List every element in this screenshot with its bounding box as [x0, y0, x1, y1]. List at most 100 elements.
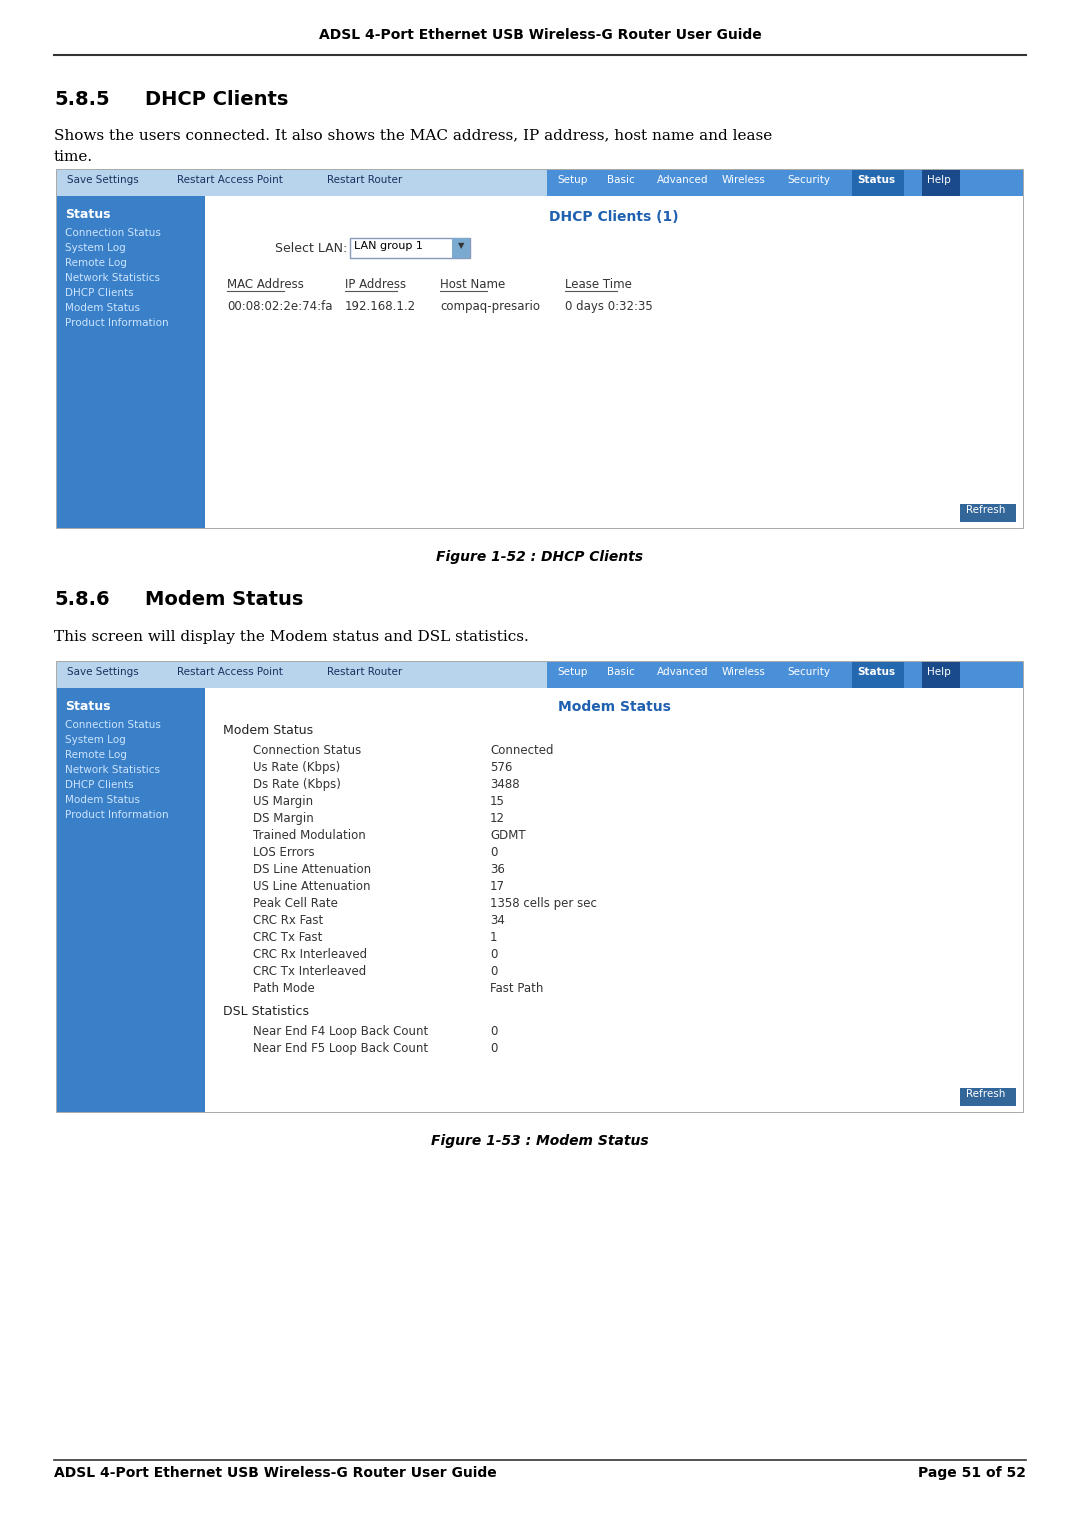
Text: LAN group 1: LAN group 1: [354, 241, 423, 251]
Text: 36: 36: [490, 863, 504, 876]
Text: Peak Cell Rate: Peak Cell Rate: [253, 897, 338, 911]
Bar: [57, 662, 546, 688]
Text: Security: Security: [787, 176, 831, 185]
Text: DSL Statistics: DSL Statistics: [222, 1005, 309, 1018]
Text: 3488: 3488: [490, 778, 519, 792]
Text: DS Margin: DS Margin: [253, 811, 314, 825]
Text: 0: 0: [490, 1025, 498, 1038]
Text: Page 51 of 52: Page 51 of 52: [918, 1465, 1026, 1481]
Bar: [922, 170, 960, 196]
Text: Restart Router: Restart Router: [327, 176, 402, 185]
Bar: [205, 196, 1023, 529]
Bar: [205, 688, 1023, 1112]
Bar: [922, 662, 960, 688]
Bar: [852, 170, 904, 196]
Text: 1: 1: [490, 931, 498, 944]
Text: Basic: Basic: [607, 176, 635, 185]
Text: Near End F5 Loop Back Count: Near End F5 Loop Back Count: [253, 1042, 428, 1054]
Text: Connection Status: Connection Status: [65, 720, 161, 730]
Text: Setup: Setup: [557, 176, 588, 185]
Text: Wireless: Wireless: [723, 176, 766, 185]
Text: CRC Tx Interleaved: CRC Tx Interleaved: [253, 966, 366, 978]
Text: Basic: Basic: [607, 668, 635, 677]
Text: LOS Errors: LOS Errors: [253, 847, 314, 859]
Text: Select LAN:: Select LAN:: [275, 241, 348, 255]
Text: Advanced: Advanced: [657, 668, 708, 677]
Text: CRC Rx Interleaved: CRC Rx Interleaved: [253, 947, 367, 961]
Text: 192.168.1.2: 192.168.1.2: [345, 299, 416, 313]
Text: Wireless: Wireless: [723, 668, 766, 677]
Text: Security: Security: [787, 668, 831, 677]
Text: 17: 17: [490, 880, 505, 892]
Text: MAC Address: MAC Address: [227, 278, 303, 290]
Text: DHCP Clients: DHCP Clients: [65, 779, 134, 790]
Text: Fast Path: Fast Path: [490, 983, 543, 995]
Bar: [852, 662, 904, 688]
Text: ▼: ▼: [458, 241, 464, 251]
Text: Network Statistics: Network Statistics: [65, 766, 160, 775]
Text: System Log: System Log: [65, 243, 125, 254]
Text: This screen will display the Modem status and DSL statistics.: This screen will display the Modem statu…: [54, 630, 529, 643]
Text: Lease Time: Lease Time: [565, 278, 632, 290]
Text: DHCP Clients: DHCP Clients: [65, 287, 134, 298]
Text: Us Rate (Kbps): Us Rate (Kbps): [253, 761, 340, 775]
Text: 12: 12: [490, 811, 505, 825]
Text: 0 days 0:32:35: 0 days 0:32:35: [565, 299, 652, 313]
Text: Path Mode: Path Mode: [253, 983, 314, 995]
Text: Modem Status: Modem Status: [65, 795, 140, 805]
Text: Trained Modulation: Trained Modulation: [253, 830, 366, 842]
Bar: [57, 170, 546, 196]
Text: Connection Status: Connection Status: [65, 228, 161, 238]
Bar: [546, 170, 1023, 196]
Text: 0: 0: [490, 966, 498, 978]
Text: Shows the users connected. It also shows the MAC address, IP address, host name : Shows the users connected. It also shows…: [54, 128, 772, 142]
Text: 576: 576: [490, 761, 512, 775]
Text: Restart Router: Restart Router: [327, 668, 402, 677]
Bar: [57, 688, 205, 1112]
Text: Host Name: Host Name: [440, 278, 505, 290]
Text: Modem Status: Modem Status: [145, 590, 303, 610]
Bar: [57, 196, 205, 529]
Text: Status: Status: [65, 700, 110, 714]
Text: 00:08:02:2e:74:fa: 00:08:02:2e:74:fa: [227, 299, 333, 313]
Text: Connected: Connected: [490, 744, 554, 756]
Text: Status: Status: [858, 176, 895, 185]
Bar: [960, 1088, 1016, 1106]
Text: Network Statistics: Network Statistics: [65, 274, 160, 283]
Text: US Line Attenuation: US Line Attenuation: [253, 880, 370, 892]
Text: 34: 34: [490, 914, 504, 927]
Text: 1358 cells per sec: 1358 cells per sec: [490, 897, 597, 911]
Text: Connection Status: Connection Status: [253, 744, 361, 756]
Text: IP Address: IP Address: [345, 278, 406, 290]
Text: ADSL 4-Port Ethernet USB Wireless-G Router User Guide: ADSL 4-Port Ethernet USB Wireless-G Rout…: [319, 28, 761, 41]
Bar: [57, 170, 1023, 529]
Text: 5.8.5: 5.8.5: [54, 90, 110, 108]
Text: Refresh: Refresh: [966, 504, 1005, 515]
Text: DHCP Clients: DHCP Clients: [145, 90, 288, 108]
Text: Save Settings: Save Settings: [67, 668, 138, 677]
Text: Refresh: Refresh: [966, 1089, 1005, 1099]
Text: DS Line Attenuation: DS Line Attenuation: [253, 863, 372, 876]
Text: Restart Access Point: Restart Access Point: [177, 668, 283, 677]
Text: Figure 1-53 : Modem Status: Figure 1-53 : Modem Status: [431, 1134, 649, 1148]
Text: CRC Tx Fast: CRC Tx Fast: [253, 931, 322, 944]
Text: Ds Rate (Kbps): Ds Rate (Kbps): [253, 778, 341, 792]
Bar: [960, 504, 1016, 523]
Text: ADSL 4-Port Ethernet USB Wireless-G Router User Guide: ADSL 4-Port Ethernet USB Wireless-G Rout…: [54, 1465, 497, 1481]
Text: Help: Help: [927, 668, 950, 677]
Text: Help: Help: [927, 176, 950, 185]
Text: Figure 1-52 : DHCP Clients: Figure 1-52 : DHCP Clients: [436, 550, 644, 564]
Text: Remote Log: Remote Log: [65, 750, 126, 759]
Text: compaq-presario: compaq-presario: [440, 299, 540, 313]
Text: Status: Status: [65, 208, 110, 222]
Text: time.: time.: [54, 150, 93, 163]
Text: GDMT: GDMT: [490, 830, 526, 842]
Text: Setup: Setup: [557, 668, 588, 677]
Bar: [453, 238, 470, 258]
Text: Advanced: Advanced: [657, 176, 708, 185]
Text: Modem Status: Modem Status: [222, 724, 313, 736]
Text: 15: 15: [490, 795, 504, 808]
Text: Product Information: Product Information: [65, 318, 168, 329]
Text: Modem Status: Modem Status: [557, 700, 671, 714]
Text: Save Settings: Save Settings: [67, 176, 138, 185]
